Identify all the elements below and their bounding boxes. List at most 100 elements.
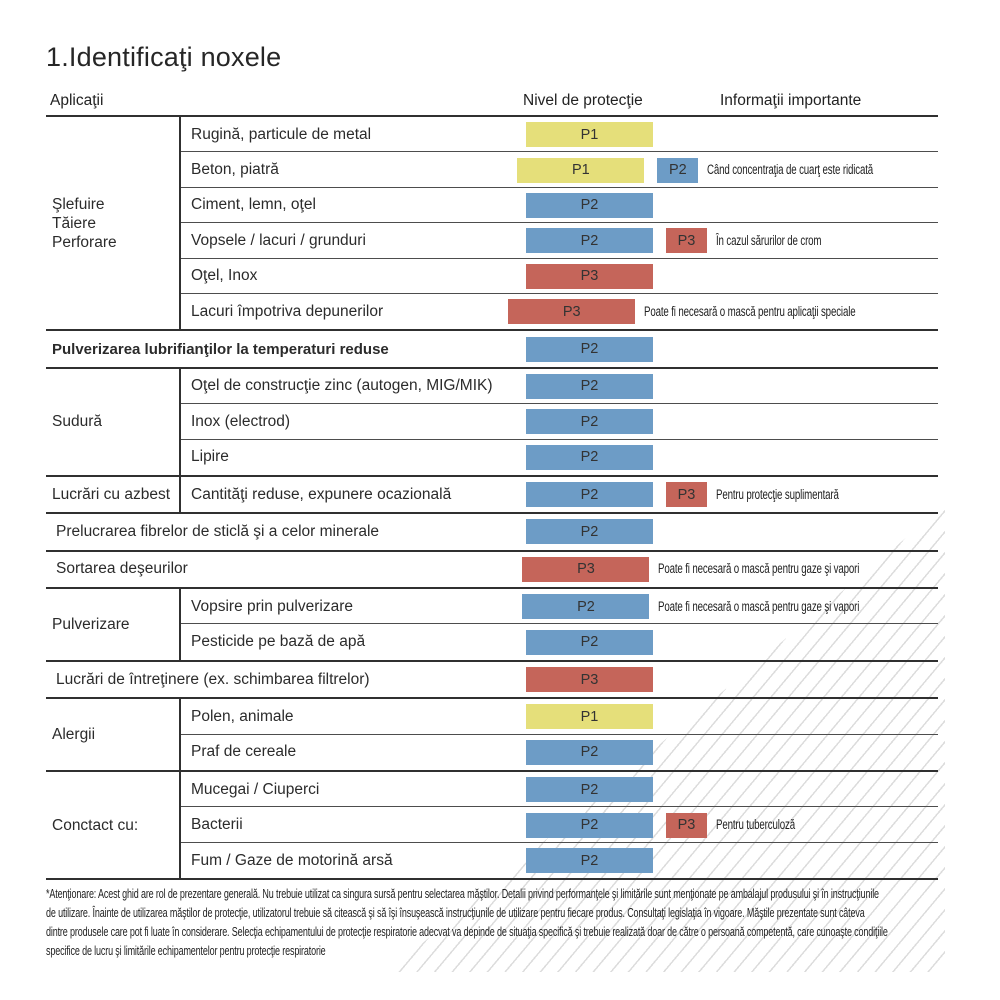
row-info-text: Pentru protecţie suplimentară <box>716 486 887 504</box>
row-info-text: Poate fi necesară o mască pentru gaze şi… <box>658 560 938 578</box>
footnote-line: dintre produsele care pot fi luate în co… <box>46 925 888 940</box>
table-row: Beton, piatră P1 P2 Când concentraţia de cu… <box>181 152 938 189</box>
category-cell: Şlefuire Tăiere Perforare <box>46 117 181 330</box>
row-info-text: Când concentraţia de cuarţ este ridicată <box>707 161 938 179</box>
row-info-label: Pentru tuberculoză <box>716 817 796 833</box>
category-cell: Alergii <box>46 699 181 771</box>
row-label: Polen, animale <box>191 707 294 725</box>
table-row: Fum / Gaze de motorină arsă P2 <box>181 843 938 878</box>
table-group: Şlefuire Tăiere Perforare Rugină, particu… <box>46 117 938 332</box>
row-label: Lucrări de întreţinere (ex. schimbarea f… <box>56 670 370 688</box>
group-rows: Pulverizarea lubrifianţilor la temperatu… <box>46 331 938 366</box>
protection-level-badge: P2 <box>526 373 653 399</box>
row-label: Praf de cereale <box>191 743 297 761</box>
group-rows: Sortarea deşeurilor P3 Poate fi necesară o… <box>46 552 938 587</box>
row-info-text: Poate fi necesară o mască pentru gaze şi… <box>658 598 938 616</box>
row-label: Lacuri împotriva depunerilor <box>191 302 384 320</box>
protection-level-badge: P3 <box>526 667 653 693</box>
applications-table: Şlefuire Tăiere Perforare Rugină, particu… <box>46 117 938 881</box>
group-rows: Rugină, particule de metal P1 Beton, piatr… <box>181 117 938 329</box>
column-header-important-info: Informaţii importante <box>720 92 862 109</box>
extra-protection-badge: P3 <box>666 812 707 838</box>
protection-level-badge: P2 <box>526 336 653 362</box>
protection-level-badge: P3 <box>508 299 636 325</box>
protection-level-badge: P2 <box>526 777 653 803</box>
extra-protection-badge: P3 <box>666 228 707 254</box>
group-rows: Lucrări de întreţinere (ex. schimbarea f… <box>46 662 938 697</box>
group-rows: Mucegai / Ciuperci P2 Bacterii P2 P3 Pentru t… <box>181 772 938 878</box>
content: 1.Identificaţi noxele Aplicaţii Nivel de… <box>46 42 938 961</box>
protection-level-badge: P2 <box>526 519 653 545</box>
table-group: Lucrări de întreţinere (ex. schimbarea f… <box>46 662 938 700</box>
footnote-line: de utilizare. Înainte de utilizarea măşt… <box>46 906 865 921</box>
column-header-applications: Aplicaţii <box>50 92 104 109</box>
group-rows: Prelucrarea fibrelor de sticlă şi a celo… <box>46 514 938 549</box>
protection-level-badge: P1 <box>517 157 645 183</box>
row-info-label: Poate fi necesară o mască pentru gaze şi… <box>658 598 860 614</box>
table-group: Alergii Polen, animale P1 Praf de cereale P2 <box>46 699 938 773</box>
protection-level-badge: P2 <box>522 594 650 620</box>
row-info-label: Pentru protecţie suplimentară <box>716 486 839 502</box>
table-group: Sudură Oţel de construcţie zinc (autogen,… <box>46 368 938 477</box>
row-info-text: În cazul sărurilor de crom <box>716 232 862 250</box>
table-row: Cantităţi reduse, expunere ocazională P2 P… <box>181 477 938 512</box>
category-cell: Sudură <box>46 368 181 475</box>
extra-protection-badge: P2 <box>657 157 699 183</box>
table-row: Ciment, lemn, oţel P2 <box>181 188 938 224</box>
group-rows: Polen, animale P1 Praf de cereale P2 <box>181 699 938 770</box>
protection-level-badge: P2 <box>526 482 653 508</box>
table-row: Lucrări de întreţinere (ex. schimbarea f… <box>46 662 938 697</box>
table-row: Vopsire prin pulverizare P2 Poate fi neces… <box>181 589 938 625</box>
table-row: Mucegai / Ciuperci P2 <box>181 772 938 808</box>
row-info-text: Poate fi necesară o mască pentru aplicaţ… <box>644 303 938 321</box>
row-label: Vopsele / lacuri / grunduri <box>191 231 366 249</box>
row-info-text: Pentru tuberculoză <box>716 816 826 834</box>
protection-level-badge: P2 <box>526 629 653 655</box>
table-row: Vopsele / lacuri / grunduri P2 P3 În cazul … <box>181 223 938 259</box>
table-row: Rugină, particule de metal P1 <box>181 117 938 153</box>
table-row: Oţel, Inox P3 <box>181 259 938 295</box>
table-row: Lacuri împotriva depunerilor P3 Poate fi n… <box>181 294 938 329</box>
row-label: Sortarea deşeurilor <box>56 560 188 578</box>
table-group: Pulverizarea lubrifianţilor la temperatu… <box>46 331 938 369</box>
group-rows: Vopsire prin pulverizare P2 Poate fi neces… <box>181 589 938 660</box>
row-info-label: Poate fi necesară o mască pentru gaze şi… <box>658 561 860 577</box>
row-label: Beton, piatră <box>191 161 279 179</box>
row-info-label: Când concentraţia de cuarţ este ridicată <box>707 162 874 178</box>
table-row: Praf de cereale P2 <box>181 735 938 770</box>
row-label: Cantităţi reduse, expunere ocazională <box>191 485 452 503</box>
protection-level-badge: P1 <box>526 122 653 148</box>
row-label: Bacterii <box>191 816 243 834</box>
table-row: Lipire P2 <box>181 440 938 475</box>
category-cell: Pulverizare <box>46 589 181 660</box>
footnote-line: specifice de lucru şi limitările echipam… <box>46 944 326 959</box>
protection-level-badge: P2 <box>526 409 653 435</box>
row-label: Prelucrarea fibrelor de sticlă şi a celo… <box>56 522 380 540</box>
row-label: Ciment, lemn, oţel <box>191 196 316 214</box>
protection-level-badge: P2 <box>526 444 653 470</box>
row-label: Pesticide pe bază de apă <box>191 633 366 651</box>
protection-level-badge: P1 <box>526 704 653 730</box>
row-label: Vopsire prin pulverizare <box>191 597 353 615</box>
table-row: Inox (electrod) P2 <box>181 404 938 440</box>
row-label: Oţel, Inox <box>191 267 258 285</box>
table-row: Pulverizarea lubrifianţilor la temperatu… <box>46 331 938 366</box>
row-info-label: Poate fi necesară o mască pentru aplicaţ… <box>644 303 856 319</box>
extra-protection-badge: P3 <box>666 482 707 508</box>
row-label: Rugină, particule de metal <box>191 125 372 143</box>
row-label: Pulverizarea lubrifianţilor la temperatu… <box>52 340 389 358</box>
row-label: Mucegai / Ciuperci <box>191 780 320 798</box>
table-row: Oţel de construcţie zinc (autogen, MIG/M… <box>181 369 938 405</box>
table-row: Prelucrarea fibrelor de sticlă şi a celo… <box>46 514 938 549</box>
table-group: Conctact cu: Mucegai / Ciuperci P2 Bacterii… <box>46 772 938 881</box>
protection-level-badge: P3 <box>526 263 653 289</box>
row-info-label: În cazul sărurilor de crom <box>716 232 822 248</box>
table-group: Pulverizare Vopsire prin pulverizare P2 Poa… <box>46 589 938 662</box>
group-rows: Oţel de construcţie zinc (autogen, MIG/M… <box>181 369 938 475</box>
category-cell: Lucrări cu azbest <box>46 476 181 513</box>
table-group: Prelucrarea fibrelor de sticlă şi a celo… <box>46 514 938 552</box>
footnote: *Atenţionare: Acest ghid are rol de prez… <box>46 885 938 961</box>
category-cell: Conctact cu: <box>46 772 181 879</box>
table-row: Pesticide pe bază de apă P2 <box>181 624 938 659</box>
